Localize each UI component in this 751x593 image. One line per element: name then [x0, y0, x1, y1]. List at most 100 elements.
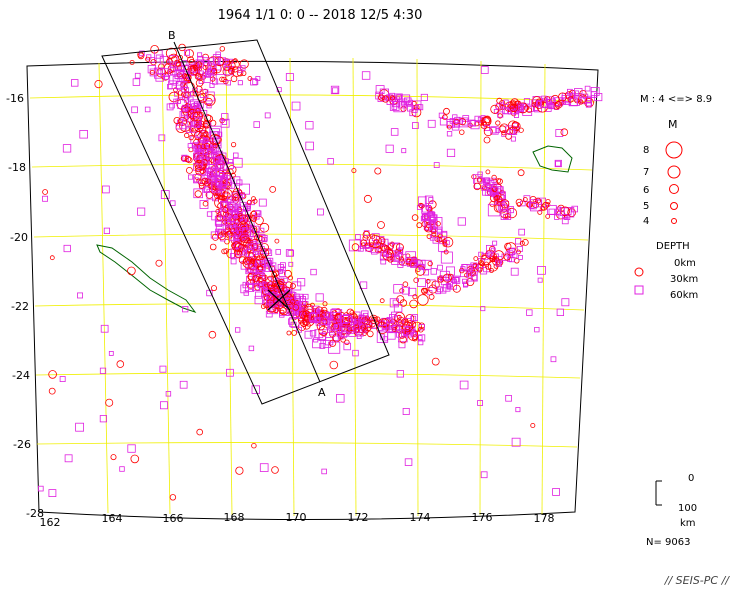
earthquake-marker [279, 307, 287, 315]
depth-header: DEPTH [656, 241, 690, 252]
earthquake-marker [418, 324, 425, 331]
earthquake-marker [407, 99, 413, 105]
earthquake-marker [335, 394, 345, 403]
earthquake-marker [409, 109, 417, 117]
earthquake-marker [495, 120, 501, 126]
earthquake-marker [344, 339, 350, 345]
earthquake-marker [284, 291, 295, 302]
earthquake-marker [265, 298, 273, 306]
earthquake-marker [452, 275, 461, 284]
earthquake-marker [168, 80, 177, 90]
earthquake-marker [482, 177, 491, 185]
earthquake-marker [389, 92, 395, 99]
earthquake-marker [108, 350, 114, 356]
lon-label: 178 [534, 512, 555, 525]
earthquake-marker [252, 79, 259, 85]
earthquake-marker [258, 253, 265, 260]
earthquake-marker [496, 178, 503, 185]
earthquake-marker [230, 258, 237, 265]
earthquake-marker [237, 221, 249, 233]
earthquake-marker [48, 387, 56, 395]
earthquake-marker [215, 214, 223, 222]
earthquake-marker [433, 162, 440, 169]
earthquake-marker [287, 250, 294, 257]
earthquake-marker [467, 272, 473, 278]
earthquake-marker [48, 370, 57, 379]
earthquake-marker [436, 286, 443, 293]
earthquake-marker [193, 121, 201, 129]
earthquake-marker [238, 244, 244, 250]
earthquake-marker [440, 251, 453, 264]
earthquake-marker [485, 263, 492, 270]
earthquake-marker [446, 148, 456, 157]
earthquake-marker [203, 186, 210, 193]
earthquake-marker [235, 233, 242, 240]
earthquake-marker [554, 100, 563, 109]
map-title: 1964 1/1 0: 0 -- 2018 12/5 4:30 [217, 8, 423, 23]
earthquake-marker [173, 117, 181, 125]
earthquake-marker [357, 245, 364, 252]
earthquake-marker [195, 61, 203, 69]
legend: M : 4 <=> 8.9 M 8 7 6 5 4 DEPTH 0km 30km… [634, 94, 712, 548]
earthquake-marker [153, 50, 163, 59]
earthquake-marker [215, 160, 225, 169]
earthquake-marker [537, 209, 543, 215]
earthquake-marker [42, 195, 48, 202]
earthquake-marker [248, 345, 255, 352]
earthquake-marker [75, 422, 84, 432]
lon-label: 172 [348, 511, 369, 524]
earthquake-marker [94, 80, 103, 89]
earthquake-marker [239, 183, 251, 195]
earthquake-marker [220, 236, 226, 242]
earthquake-marker [102, 185, 110, 194]
earthquake-marker [459, 380, 469, 390]
earthquake-marker [219, 194, 225, 201]
earthquake-marker [495, 259, 501, 266]
earthquake-marker [258, 227, 265, 234]
earthquake-marker [200, 143, 206, 149]
earthquake-marker [326, 326, 334, 333]
earthquake-marker [242, 256, 255, 269]
earthquake-marker [235, 225, 241, 231]
earthquake-marker [63, 244, 71, 253]
earthquake-marker [427, 279, 436, 288]
earthquake-marker [203, 94, 216, 107]
earthquake-marker [355, 319, 361, 325]
earthquake-marker [157, 69, 164, 75]
earthquake-marker [270, 296, 276, 302]
earthquake-marker [169, 494, 177, 501]
earthquake-marker [192, 145, 199, 152]
earthquake-marker [309, 330, 317, 337]
earthquake-marker [185, 92, 191, 98]
earthquake-marker [177, 90, 183, 96]
earthquake-marker [251, 443, 257, 449]
earthquake-marker [147, 65, 157, 74]
earthquake-marker [417, 326, 424, 333]
earthquake-marker [232, 203, 239, 211]
earthquake-marker [497, 111, 504, 118]
earthquake-marker [127, 266, 136, 276]
earthquake-marker [495, 127, 501, 133]
earthquake-marker [373, 238, 379, 244]
earthquake-marker [320, 316, 329, 325]
earthquake-marker [77, 292, 83, 299]
earthquake-marker [355, 234, 361, 240]
earthquake-marker [240, 284, 250, 294]
earthquake-marker [518, 228, 525, 236]
earthquake-marker [363, 230, 370, 236]
earthquake-marker [389, 241, 395, 247]
earthquake-marker [229, 211, 236, 218]
earthquake-marker [330, 85, 340, 95]
earthquake-marker [222, 191, 229, 198]
earthquake-marker [210, 170, 217, 176]
earthquake-marker [194, 159, 205, 170]
earthquake-marker [258, 198, 267, 207]
earthquake-marker [473, 256, 479, 262]
earthquake-marker [542, 201, 549, 209]
earthquake-marker [198, 183, 205, 189]
earthquake-marker [221, 113, 229, 121]
earthquake-marker [197, 75, 203, 82]
earthquake-marker [392, 326, 398, 332]
earthquake-marker [213, 58, 220, 65]
earthquake-marker [214, 156, 220, 163]
